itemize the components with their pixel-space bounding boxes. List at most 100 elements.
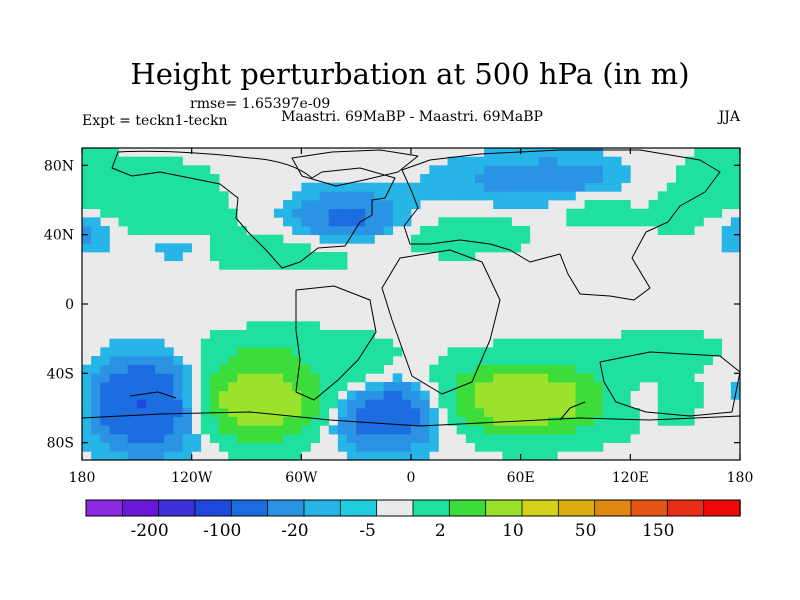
field-cell — [127, 364, 138, 374]
field-cell — [228, 330, 238, 340]
field-cell — [630, 356, 640, 366]
field-cell — [484, 390, 494, 400]
field-cell — [493, 226, 503, 236]
field-cell — [511, 451, 522, 460]
field-cell — [593, 200, 604, 210]
field-cell — [721, 200, 732, 210]
field-cell — [612, 434, 622, 444]
field-cell — [648, 356, 659, 366]
field-cell — [520, 373, 531, 383]
field-cell — [593, 156, 604, 166]
field-cell — [310, 330, 320, 340]
field-cell — [429, 226, 439, 236]
field-cell — [374, 399, 384, 409]
field-cell — [127, 165, 138, 175]
field-cell — [365, 330, 375, 340]
field-cell — [703, 156, 713, 166]
x-tick-label: 60W — [285, 470, 318, 486]
field-cell — [109, 416, 119, 426]
field-cell — [328, 260, 339, 270]
field-cell — [612, 347, 622, 357]
field-cell — [301, 252, 311, 262]
field-cell — [301, 356, 311, 366]
field-cell — [538, 182, 549, 192]
field-cell — [694, 165, 704, 175]
field-cell — [127, 182, 138, 192]
field-cell — [328, 182, 339, 192]
field-cell — [319, 191, 330, 201]
field-cell — [420, 226, 430, 236]
field-cell — [694, 399, 704, 409]
y-tick-label: 80N — [44, 158, 74, 174]
colorbar-swatch — [485, 499, 523, 517]
field-cell — [456, 347, 467, 357]
field-cell — [164, 364, 174, 374]
field-cell — [246, 356, 256, 366]
field-cell — [401, 191, 412, 201]
field-cell — [127, 442, 138, 452]
field-cell — [255, 252, 266, 262]
field-cell — [548, 148, 558, 158]
field-cell — [666, 390, 677, 400]
field-cell — [145, 434, 156, 444]
field-cell — [474, 182, 485, 192]
field-cell — [228, 252, 238, 262]
field-cell — [465, 226, 476, 236]
field-cell — [328, 364, 339, 374]
field-cell — [145, 200, 156, 210]
field-cell — [548, 356, 558, 366]
field-cell — [612, 399, 622, 409]
field-cell — [155, 434, 165, 444]
field-cell — [575, 156, 585, 166]
field-cell — [392, 434, 403, 444]
field-cell — [237, 451, 247, 460]
field-cell — [237, 425, 247, 435]
field-cell — [474, 165, 485, 175]
field-cell — [474, 243, 485, 253]
field-cell — [173, 165, 183, 175]
field-cell — [657, 208, 668, 218]
field-cell — [575, 356, 585, 366]
field-cell — [182, 434, 193, 444]
field-cell — [602, 200, 613, 210]
field-cell — [676, 382, 686, 392]
field-cell — [246, 451, 256, 460]
field-cell — [191, 174, 202, 184]
field-cell — [365, 347, 375, 357]
field-cell — [136, 156, 147, 166]
field-cell — [575, 390, 585, 400]
field-cell — [529, 200, 540, 210]
field-cell — [694, 356, 704, 366]
field-cell — [237, 399, 247, 409]
field-cell — [411, 390, 421, 400]
field-cell — [82, 148, 92, 158]
field-cell — [264, 416, 275, 426]
field-cell — [621, 200, 631, 210]
field-cell — [493, 373, 503, 383]
field-cell — [365, 208, 375, 218]
field-cell — [429, 234, 439, 244]
field-cell — [566, 174, 576, 184]
field-cell — [164, 408, 174, 418]
field-cell — [456, 243, 467, 253]
field-cell — [109, 182, 119, 192]
field-cell — [676, 330, 686, 340]
field-cell — [127, 373, 138, 383]
field-cell — [411, 442, 421, 452]
field-cell — [301, 347, 311, 357]
field-cell — [337, 338, 348, 348]
field-cell — [219, 434, 229, 444]
field-cell — [548, 174, 558, 184]
field-cell — [584, 148, 595, 158]
field-cell — [694, 390, 704, 400]
field-cell — [182, 208, 193, 218]
field-cell — [155, 165, 165, 175]
field-cell — [328, 390, 339, 400]
field-cell — [127, 399, 138, 409]
field-cell — [118, 434, 129, 444]
field-cell — [374, 182, 384, 192]
field-cell — [173, 434, 183, 444]
field-cell — [456, 165, 467, 175]
field-cell — [337, 408, 348, 418]
field-cell — [612, 373, 622, 383]
